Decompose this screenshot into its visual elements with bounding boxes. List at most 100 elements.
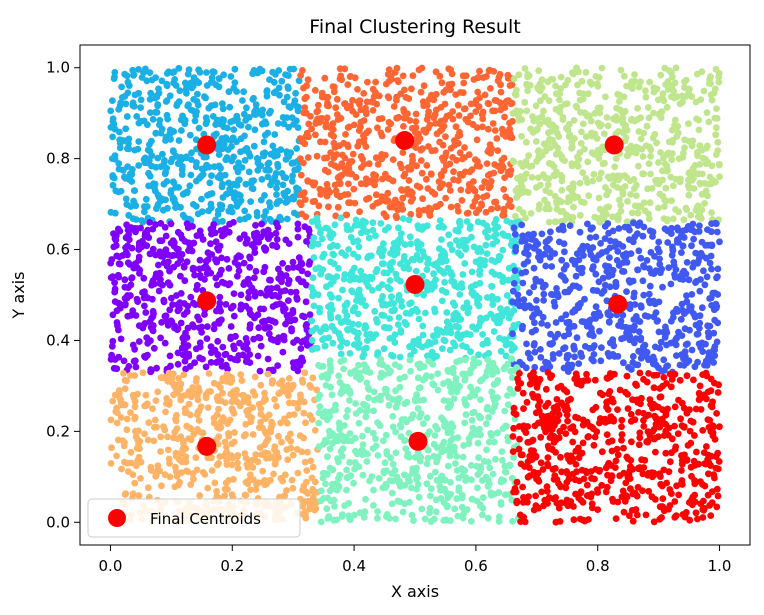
data-point	[364, 78, 371, 86]
data-point	[293, 117, 300, 125]
data-point	[214, 423, 221, 431]
data-point	[109, 337, 117, 345]
data-point	[347, 102, 354, 110]
data-point	[439, 141, 447, 149]
data-point	[389, 352, 397, 360]
data-point	[219, 194, 227, 201]
data-point	[153, 364, 161, 372]
data-point	[524, 251, 532, 259]
data-point	[401, 437, 408, 445]
data-point	[482, 208, 490, 216]
data-point	[177, 272, 184, 280]
data-point	[544, 200, 551, 208]
data-point	[330, 260, 338, 268]
data-point	[400, 264, 408, 272]
data-point	[151, 180, 159, 188]
data-point	[700, 87, 708, 95]
data-point	[302, 281, 310, 289]
data-point	[246, 263, 254, 271]
data-point	[531, 348, 539, 356]
data-point	[157, 334, 165, 342]
data-point	[212, 274, 220, 282]
data-point	[673, 352, 680, 359]
data-point	[397, 297, 405, 305]
data-point	[430, 261, 438, 269]
data-point	[699, 154, 707, 162]
data-point	[503, 306, 511, 313]
data-point	[143, 242, 151, 250]
data-point	[634, 105, 641, 112]
data-point	[427, 485, 435, 493]
data-point	[175, 64, 183, 72]
data-point	[370, 93, 378, 100]
data-point	[705, 118, 713, 126]
data-point	[415, 225, 422, 232]
data-point	[513, 299, 521, 307]
data-point	[459, 271, 467, 278]
data-point	[116, 395, 124, 402]
data-point	[444, 378, 452, 385]
data-point	[667, 339, 675, 347]
data-point	[351, 74, 359, 82]
data-point	[276, 213, 284, 221]
data-point	[631, 233, 639, 241]
data-point	[238, 377, 246, 384]
data-point	[536, 256, 544, 264]
data-point	[577, 349, 585, 357]
data-point	[406, 478, 413, 485]
data-point	[440, 499, 448, 507]
data-point	[245, 149, 253, 157]
data-point	[173, 100, 181, 108]
data-point	[252, 221, 259, 229]
data-point	[577, 108, 584, 116]
data-point	[700, 267, 707, 275]
data-point	[600, 130, 608, 138]
data-point	[669, 215, 677, 223]
data-point	[433, 458, 440, 466]
data-point	[648, 185, 656, 192]
data-point	[205, 104, 213, 112]
data-point	[118, 94, 126, 101]
data-point	[542, 262, 550, 270]
data-point	[371, 181, 378, 189]
data-point	[113, 252, 121, 260]
data-point	[359, 432, 366, 440]
data-point	[289, 193, 297, 201]
data-point	[324, 416, 331, 424]
data-point	[376, 360, 384, 368]
data-point	[437, 171, 445, 178]
data-point	[645, 487, 653, 495]
data-point	[704, 322, 711, 330]
data-point	[117, 414, 125, 421]
data-point	[128, 171, 136, 178]
data-point	[354, 292, 362, 300]
data-point	[131, 146, 139, 154]
data-point	[504, 75, 512, 82]
data-point	[313, 152, 321, 160]
data-point	[494, 204, 501, 212]
data-point	[419, 331, 427, 339]
data-point	[577, 140, 585, 147]
data-point	[183, 220, 191, 228]
data-point	[137, 96, 145, 104]
data-point	[174, 160, 182, 168]
data-point	[401, 241, 409, 249]
data-point	[220, 71, 228, 79]
data-point	[283, 487, 290, 494]
data-point	[698, 304, 706, 312]
data-point	[174, 301, 182, 309]
data-point	[712, 220, 720, 228]
data-point	[446, 346, 454, 354]
data-point	[141, 353, 148, 360]
data-point	[408, 484, 415, 492]
data-point	[326, 487, 334, 495]
data-point	[586, 234, 594, 242]
data-point	[296, 199, 304, 207]
data-point	[423, 480, 431, 488]
data-point	[168, 379, 176, 387]
data-point	[246, 306, 253, 313]
data-point	[132, 462, 140, 470]
data-point	[316, 403, 324, 411]
data-point	[126, 292, 134, 299]
data-point	[215, 162, 223, 170]
